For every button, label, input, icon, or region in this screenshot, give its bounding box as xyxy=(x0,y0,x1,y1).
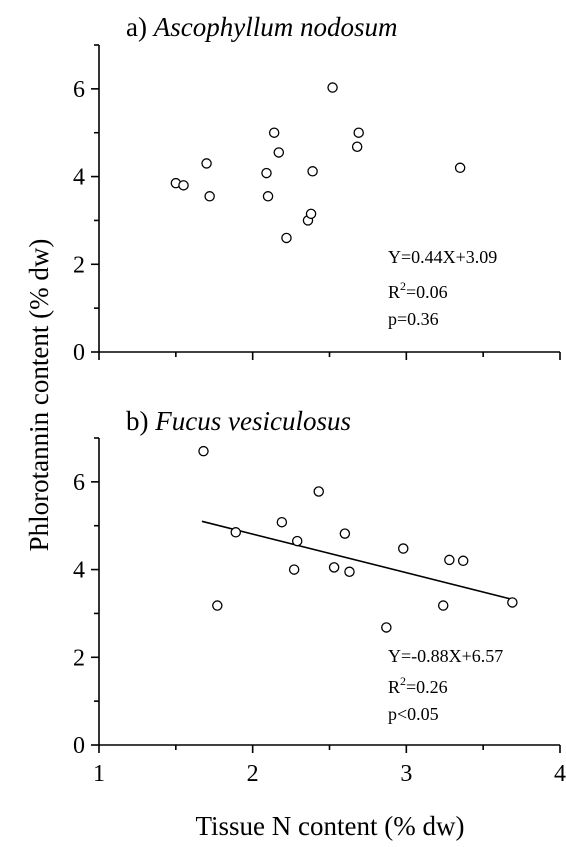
panel-a-axes: 0 2 4 6 xyxy=(73,44,561,366)
y-axis-label: Phlorotannin content (% dw) xyxy=(24,239,54,552)
panel-b-data-point xyxy=(276,516,288,528)
panel-b-x-tick-label: 2 xyxy=(247,761,259,787)
panel-a-data-point xyxy=(353,127,364,138)
panel-b-x-tick-label: 3 xyxy=(400,761,412,787)
panel-b-data-point xyxy=(291,535,303,547)
panel-b-y-tick-label: 0 xyxy=(73,733,85,759)
panel-a-data-point xyxy=(262,191,274,202)
panel-a-data-point xyxy=(327,82,338,93)
panel-a-ascophyllum: a) Ascophyllum nodosum 0 2 4 6 Y=0.44X+3.09… xyxy=(73,12,561,366)
panel-b-pvalue: p<0.05 xyxy=(388,704,439,724)
panel-a-points xyxy=(170,82,466,244)
panel-a-letter: a) xyxy=(126,12,147,42)
panel-a-equation: Y=0.44X+3.09 xyxy=(388,247,497,267)
panel-a-y-tick-label: 2 xyxy=(73,252,85,278)
panel-a-data-point xyxy=(201,158,212,169)
panel-a-data-point xyxy=(305,208,317,220)
panel-a-r2: R2=0.06 xyxy=(388,279,448,302)
panel-b-r2: R2=0.26 xyxy=(388,674,448,697)
panel-b-axes: 0 2 4 6 1 2 3 4 xyxy=(73,437,566,787)
x-axis-label: Tissue N content (% dw) xyxy=(196,811,465,841)
panel-a-data-point xyxy=(204,191,215,202)
panel-a-stats: Y=0.44X+3.09 R2=0.06 p=0.36 xyxy=(388,247,497,329)
panel-a-data-point xyxy=(454,162,466,174)
panel-b-regression-line xyxy=(201,520,513,601)
panel-b-y-tick-label: 2 xyxy=(73,645,85,671)
panel-b-fucus: b) Fucus vesiculosus 0 2 4 6 1 2 3 4 Y=-0.88X+6… xyxy=(73,406,566,787)
panel-a-y-tick-label: 6 xyxy=(73,77,85,103)
panel-b-y-tick-label: 6 xyxy=(73,470,85,496)
panel-a-data-point xyxy=(351,141,363,152)
panel-a-species: Ascophyllum nodosum xyxy=(152,12,398,42)
panel-a-y-tick-label: 0 xyxy=(73,340,85,366)
panel-b-x-tick-label: 1 xyxy=(93,761,105,787)
panel-a-pvalue: p=0.36 xyxy=(388,309,439,329)
panel-b-data-point xyxy=(198,445,209,457)
panel-b-y-tick-label: 4 xyxy=(73,558,85,584)
panel-b-species: Fucus vesiculosus xyxy=(154,406,351,436)
panel-b-letter: b) xyxy=(126,406,149,436)
panel-b-data-point xyxy=(230,527,242,538)
panel-a-data-point xyxy=(261,167,272,179)
panel-b-stats: Y=-0.88X+6.57 R2=0.26 p<0.05 xyxy=(388,646,503,724)
panel-b-data-point xyxy=(313,486,324,497)
panel-b-data-point xyxy=(437,600,449,611)
panel-a-data-point xyxy=(307,166,318,177)
panel-b-data-point xyxy=(457,555,469,567)
panel-a-y-tick-label: 4 xyxy=(73,165,85,191)
panel-b-data-point xyxy=(381,622,392,633)
panel-b-data-point xyxy=(398,543,409,554)
panel-a-data-point xyxy=(273,147,285,158)
panel-b-data-point xyxy=(444,554,455,566)
panel-b-data-point xyxy=(288,564,300,575)
panel-b-points xyxy=(198,445,518,633)
panel-b-x-tick-label: 4 xyxy=(554,761,566,787)
panel-b-data-point xyxy=(339,528,351,539)
panel-a-data-point xyxy=(178,180,189,191)
panel-b-data-point xyxy=(344,566,355,578)
panel-a-data-point xyxy=(268,127,280,138)
panel-b-data-point xyxy=(328,562,340,573)
panel-b-data-point xyxy=(507,597,518,608)
panel-a-data-point xyxy=(281,232,292,244)
panel-b-data-point xyxy=(212,600,223,611)
panel-b-fit xyxy=(201,520,513,601)
panel-b-equation: Y=-0.88X+6.57 xyxy=(388,646,503,666)
panel-a-title: a) Ascophyllum nodosum xyxy=(126,12,397,42)
panel-b-title: b) Fucus vesiculosus xyxy=(126,406,351,436)
